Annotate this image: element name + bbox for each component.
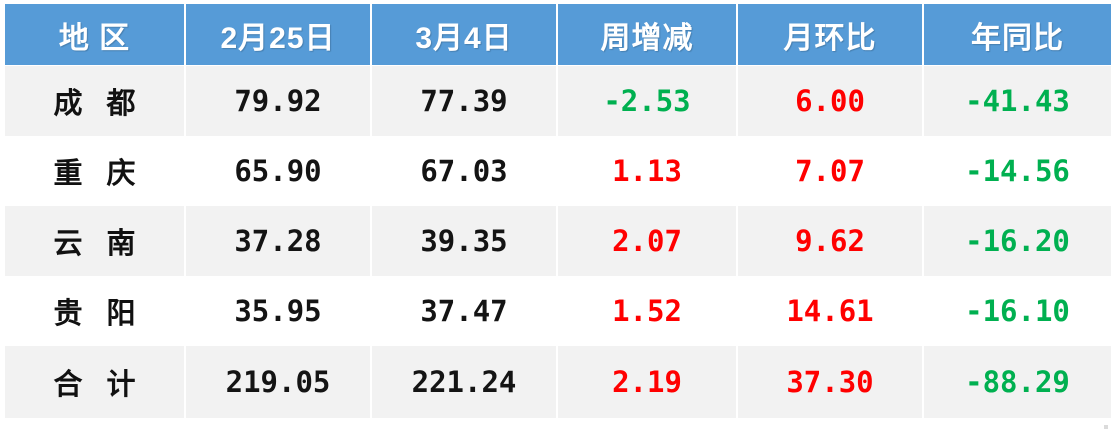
cell-week-change: 2.19 (557, 346, 738, 418)
table-row: 成 都 79.92 77.39 -2.53 6.00 -41.43 (5, 65, 1111, 136)
cell-month-change: 7.07 (737, 136, 924, 206)
column-header-year-change: 年同比 (923, 4, 1111, 66)
cell-feb25: 65.90 (185, 136, 372, 206)
cell-mar04: 39.35 (371, 206, 558, 276)
cell-mar04: 37.47 (371, 276, 558, 346)
column-header-week-change: 周增减 (557, 4, 738, 66)
table-header: 地 区 2月25日 3月4日 周增减 月环比 年同比 (5, 4, 1111, 66)
cell-month-change: 6.00 (737, 65, 924, 136)
cell-mar04: 67.03 (371, 136, 558, 206)
cell-week-change: 2.07 (557, 206, 738, 276)
table-container: 地 区 2月25日 3月4日 周增减 月环比 年同比 成 都 79.92 77.… (0, 4, 1111, 432)
regional-data-table: 地 区 2月25日 3月4日 周增减 月环比 年同比 成 都 79.92 77.… (5, 4, 1111, 418)
cell-year-change: -16.10 (923, 276, 1111, 346)
table-row: 贵 阳 35.95 37.47 1.52 14.61 -16.10 (5, 276, 1111, 346)
cell-week-change: 1.13 (557, 136, 738, 206)
column-header-feb25: 2月25日 (185, 4, 372, 66)
cell-feb25: 79.92 (185, 65, 372, 136)
corner-watermark-mark (1104, 425, 1108, 429)
cell-year-change: -41.43 (923, 65, 1111, 136)
cell-feb25: 37.28 (185, 206, 372, 276)
column-header-region: 地 区 (5, 4, 186, 66)
table-row: 重 庆 65.90 67.03 1.13 7.07 -14.56 (5, 136, 1111, 206)
cell-mar04: 77.39 (371, 65, 558, 136)
cell-year-change: -14.56 (923, 136, 1111, 206)
table-header-row: 地 区 2月25日 3月4日 周增减 月环比 年同比 (5, 4, 1111, 66)
table-body: 成 都 79.92 77.39 -2.53 6.00 -41.43 重 庆 65… (5, 65, 1111, 418)
cell-feb25: 35.95 (185, 276, 372, 346)
cell-region: 云 南 (5, 206, 186, 276)
cell-mar04: 221.24 (371, 346, 558, 418)
cell-month-change: 9.62 (737, 206, 924, 276)
column-header-month-change: 月环比 (737, 4, 924, 66)
cell-week-change: -2.53 (557, 65, 738, 136)
cell-month-change: 14.61 (737, 276, 924, 346)
cell-region: 贵 阳 (5, 276, 186, 346)
cell-week-change: 1.52 (557, 276, 738, 346)
table-row-total: 合 计 219.05 221.24 2.19 37.30 -88.29 (5, 346, 1111, 418)
table-row: 云 南 37.28 39.35 2.07 9.62 -16.20 (5, 206, 1111, 276)
cell-region: 重 庆 (5, 136, 186, 206)
cell-month-change: 37.30 (737, 346, 924, 418)
cell-region: 成 都 (5, 65, 186, 136)
column-header-mar04: 3月4日 (371, 4, 558, 66)
cell-region: 合 计 (5, 346, 186, 418)
cell-year-change: -88.29 (923, 346, 1111, 418)
cell-year-change: -16.20 (923, 206, 1111, 276)
cell-feb25: 219.05 (185, 346, 372, 418)
